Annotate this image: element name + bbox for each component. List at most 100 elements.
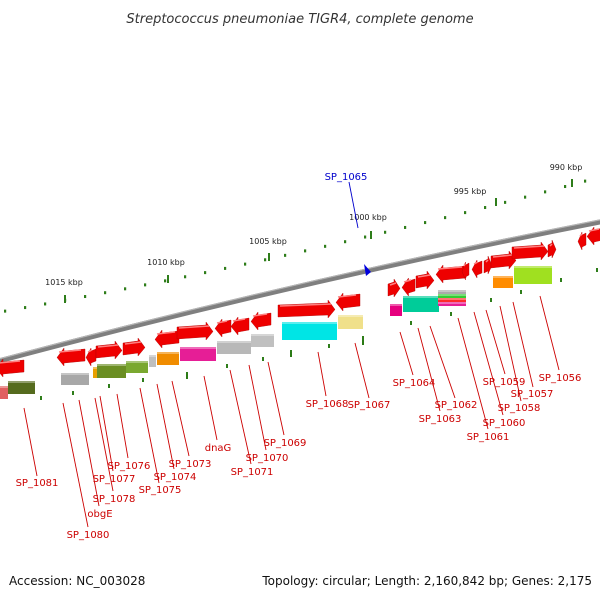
label-leader-line [429, 325, 456, 399]
cog-bar-shine [126, 361, 148, 363]
gene-label[interactable]: SP_1065 [325, 172, 368, 183]
gene-arrow[interactable] [0, 358, 25, 378]
cog-bar [438, 290, 466, 294]
scale-tick-label: 995 kbp [454, 187, 487, 196]
gene-arrow[interactable] [250, 311, 272, 331]
minor-tick [104, 291, 107, 295]
gene-label[interactable]: SP_1078 [93, 494, 136, 505]
cog-bar [338, 315, 363, 329]
gene-arrow-shine [97, 344, 119, 348]
gene-label[interactable]: SP_1064 [393, 378, 436, 389]
cog-bar-shine [251, 334, 274, 336]
cog-bar-shine [282, 322, 337, 324]
minor-tick [224, 266, 227, 270]
gene-label[interactable]: SP_1077 [93, 474, 136, 485]
minor-tick [504, 200, 507, 204]
minor-tick [544, 190, 547, 194]
cog-bar-shine [338, 315, 363, 317]
cog-bar [514, 266, 552, 284]
label-leader-line [203, 375, 218, 441]
label-leader-line [116, 393, 129, 459]
gene-arrow-shine [232, 318, 246, 322]
minor-tick [144, 283, 147, 287]
scale-ticks: 990 kbp 995 kbp 1000 kbp 1005 kbp 1010 kbp 10… [4, 163, 587, 313]
minor-tick [184, 275, 187, 279]
gene-label[interactable]: SP_1058 [498, 403, 541, 414]
label-leader-line [139, 387, 160, 484]
label-leader-line [485, 309, 506, 375]
scale-tick-label: 1000 kbp [349, 213, 387, 222]
label-leader-line [267, 361, 285, 436]
gene-arrow[interactable] [483, 255, 493, 275]
minor-tick [244, 262, 247, 266]
gene-arrow[interactable] [387, 278, 401, 298]
gene-label[interactable]: SP_1056 [539, 373, 582, 384]
feature-dot [262, 357, 264, 361]
cog-bar-shine [438, 302, 466, 304]
cog-bar-shine [180, 347, 216, 349]
gene-labels[interactable]: SP_1065 SP_1056 SP_1057 SP_1058 SP_1059 SP_10… [16, 172, 582, 541]
cog-bar-shine [217, 341, 251, 343]
position-marker-icon[interactable] [364, 264, 371, 276]
gene-arrow-shine [0, 360, 21, 364]
gene-label[interactable]: SP_1062 [435, 400, 478, 411]
label-leader-line [171, 380, 190, 457]
gene-arrow-shine [473, 261, 479, 265]
label-leader-line [512, 301, 534, 388]
gene-label[interactable]: SP_1061 [467, 432, 510, 443]
minor-tick [364, 235, 367, 239]
gene-label[interactable]: dnaG [205, 443, 232, 454]
gene-label[interactable]: SP_1059 [483, 377, 526, 388]
minor-tick [264, 258, 267, 262]
cog-bar [251, 334, 274, 347]
gene-label[interactable]: obgE [87, 509, 112, 520]
feature-dot [410, 321, 412, 325]
gene-arrow-shine [87, 349, 93, 353]
label-leader-lines [23, 181, 560, 528]
gene-arrow[interactable] [511, 241, 549, 261]
gene-arrow[interactable] [122, 337, 146, 357]
cog-bar [61, 373, 89, 385]
gene-label[interactable]: SP_1075 [139, 485, 182, 496]
gene-label[interactable]: SP_1076 [108, 461, 151, 472]
cog-bar [8, 381, 35, 394]
gene-arrows[interactable] [0, 226, 600, 378]
gene-label[interactable]: SP_1068 [306, 399, 349, 410]
gene-arrow[interactable] [154, 329, 180, 349]
gene-arrow-shine [389, 282, 397, 286]
cog-bar-shine [61, 373, 89, 375]
gene-label[interactable]: SP_1080 [67, 530, 110, 541]
gene-arrow[interactable] [415, 270, 435, 290]
gene-label[interactable]: SP_1069 [264, 438, 307, 449]
gene-label[interactable]: SP_1081 [16, 478, 59, 489]
gene-arrow[interactable] [95, 340, 123, 360]
gene-label[interactable]: SP_1063 [419, 414, 462, 425]
gene-label[interactable]: SP_1073 [169, 459, 212, 470]
gene-arrow[interactable] [335, 292, 361, 312]
gene-arrow[interactable] [277, 299, 336, 319]
gene-label[interactable]: SP_1071 [231, 467, 274, 478]
gene-label[interactable]: SP_1074 [154, 472, 197, 483]
feature-dot [186, 374, 188, 379]
cog-bar [149, 355, 156, 367]
gene-label[interactable]: SP_1070 [246, 453, 289, 464]
label-leader-line [248, 364, 267, 451]
minor-tick [564, 185, 567, 189]
scale-tick-label: 1005 kbp [249, 237, 287, 246]
gene-label[interactable]: SP_1067 [348, 400, 391, 411]
label-leader-line [94, 397, 114, 492]
cog-bar-shine [157, 352, 179, 354]
gene-arrow[interactable] [56, 347, 86, 367]
gene-arrow[interactable] [176, 321, 214, 341]
gene-arrow[interactable] [547, 239, 557, 259]
cog-bar-shine [514, 266, 552, 268]
gene-label[interactable]: SP_1060 [483, 418, 526, 429]
cog-bar [180, 347, 216, 361]
gene-label[interactable]: SP_1057 [511, 389, 554, 400]
gene-arrow[interactable] [435, 264, 467, 284]
gene-arrow-shine [485, 259, 489, 263]
cog-bar [282, 322, 337, 340]
scale-tick-label: 1015 kbp [45, 278, 83, 287]
